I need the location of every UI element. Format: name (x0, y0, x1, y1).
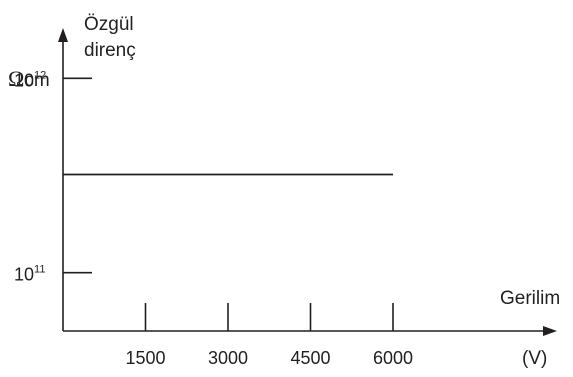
x-tick-label: 4500 (290, 348, 330, 368)
x-axis-label: Gerilim (500, 288, 560, 309)
y-tick-exponent: 11 (34, 264, 45, 276)
omega-symbol: Ω (8, 66, 24, 91)
x-tick-label: 1500 (125, 348, 165, 368)
x-tick-label: 6000 (373, 348, 413, 368)
y-tick-exponent: 12 (34, 69, 46, 81)
y-axis-unit: Ωcm (8, 66, 50, 91)
x-axis-arrow (543, 326, 557, 336)
x-tick-label: 3000 (208, 348, 248, 368)
y-tick-label: 1012 (14, 69, 46, 90)
y-axis-arrow (58, 28, 68, 42)
x-ticks: 1500 3000 4500 6000 (125, 303, 413, 368)
y-unit-rest: cm (24, 70, 49, 91)
y-axis-label-line2: direnç (84, 40, 136, 61)
y-tick-base: 10 (14, 265, 34, 285)
y-tick-base: 10 (14, 70, 34, 90)
y-axis-label-line1: Özgül (84, 14, 134, 35)
x-axis-unit: (V) (522, 348, 547, 369)
y-tick-label: 1011 (14, 264, 45, 285)
